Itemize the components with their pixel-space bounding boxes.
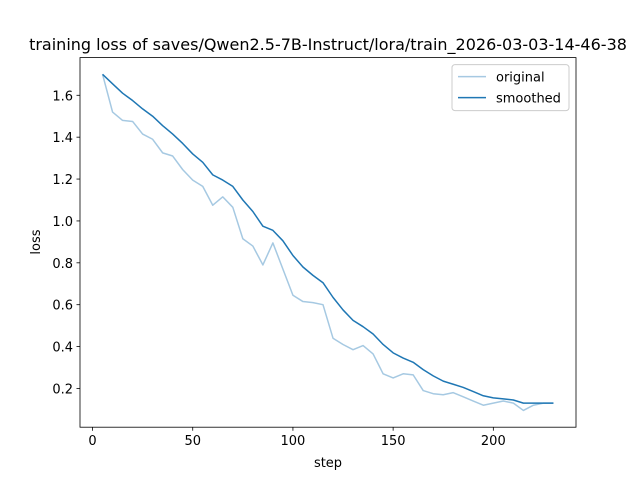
x-tick-label: 150 — [381, 434, 406, 449]
x-tick-label: 200 — [481, 434, 506, 449]
y-tick-label: 0.2 — [52, 382, 73, 397]
x-axis-label: step — [314, 456, 342, 471]
line-series — [101, 74, 554, 412]
chart-title: training loss of saves/Qwen2.5-7B-Instru… — [29, 35, 627, 55]
x-tick-label: 0 — [88, 434, 96, 449]
plot-frame — [79, 57, 577, 428]
legend-label: original — [496, 71, 545, 86]
x-tick-label: 100 — [281, 434, 306, 449]
y-tick-label: 1.6 — [52, 89, 73, 104]
y-tick-label: 1.2 — [52, 173, 73, 188]
x-tick-label: 50 — [184, 434, 201, 449]
legend-label: smoothed — [496, 92, 561, 107]
line-series — [102, 73, 554, 404]
y-tick-label: 1.0 — [52, 215, 73, 230]
y-tick-label: 0.8 — [52, 257, 73, 272]
y-tick-label: 0.4 — [52, 341, 73, 356]
y-tick-label: 1.4 — [52, 131, 73, 146]
y-axis-label: loss — [29, 229, 44, 254]
y-tick-label: 0.6 — [52, 299, 73, 314]
